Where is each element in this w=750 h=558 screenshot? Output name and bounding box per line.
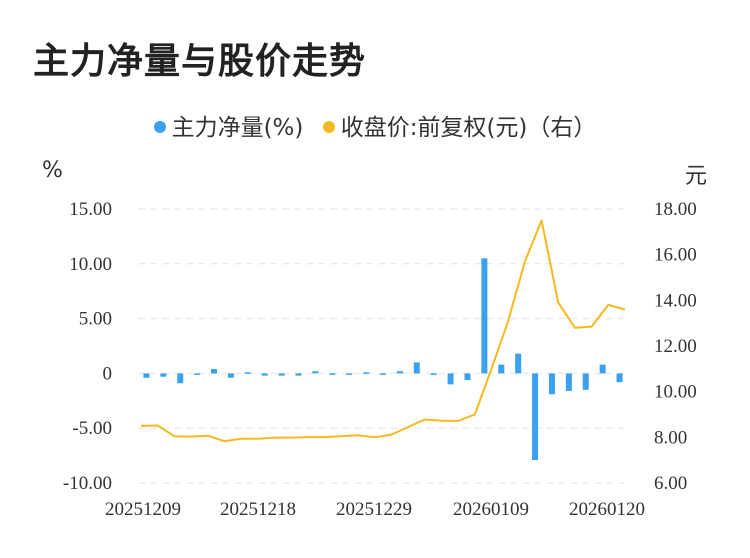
x-tick-label: 20260120 (569, 499, 645, 520)
left-axis-unit: % (42, 158, 63, 183)
net-volume-bar (244, 372, 251, 374)
chart-title: 主力净量与股价走势 (33, 41, 367, 82)
x-tick-label: 20251209 (105, 499, 181, 520)
net-volume-bar (599, 364, 606, 374)
net-volume-bar (447, 373, 454, 385)
net-volume-bar (498, 364, 505, 374)
net-volume-bar (143, 373, 150, 378)
price-line (140, 219, 626, 443)
y-right-tick-label: 18.00 (654, 199, 697, 220)
legend-item-price[interactable]: 收盘价:前复权(元)（右） (322, 108, 597, 142)
legend-net-marker (153, 120, 166, 133)
y-left-tick-label: 5.00 (79, 309, 112, 330)
net-volume-bar (160, 373, 167, 377)
net-volume-bar (329, 373, 336, 375)
net-volume-bar (464, 373, 471, 380)
y-right-tick-label: 6.00 (654, 473, 687, 494)
y-right-tick-label: 10.00 (654, 382, 697, 403)
net-volume-bar (363, 372, 370, 374)
net-volume-bar (312, 371, 319, 374)
y-left-tick-label: 15.00 (69, 199, 112, 220)
net-volume-bar (278, 373, 285, 376)
y-right-tick-label: 16.00 (654, 245, 697, 266)
x-tick-label: 20251218 (220, 499, 296, 520)
net-volume-bar (515, 353, 522, 374)
y-right-tick-label: 12.00 (654, 336, 697, 357)
net-volume-bar (481, 258, 488, 374)
net-volume-bar (413, 362, 420, 374)
x-tick-label: 20251229 (336, 499, 412, 520)
y-right-tick-label: 14.00 (654, 290, 697, 311)
net-volume-bar (430, 373, 437, 375)
legend-item-net[interactable]: 主力净量(%) (153, 108, 304, 142)
net-volume-bar (565, 373, 572, 391)
net-volume-bar (211, 369, 218, 374)
y-right-tick-label: 8.00 (654, 427, 687, 448)
right-axis-unit: 元 (685, 164, 708, 189)
net-volume-bar (194, 373, 201, 375)
y-left-tick-label: 10.00 (69, 254, 112, 275)
legend-price-label: 收盘价:前复权(元)（右） (340, 115, 597, 141)
y-left-tick-label: -10.00 (63, 473, 112, 494)
net-volume-bar (548, 373, 555, 395)
net-volume-bar (380, 373, 386, 375)
net-volume-bar (616, 373, 623, 383)
net-volume-bar (227, 373, 234, 378)
net-volume-bar (346, 373, 353, 375)
legend-price-marker (322, 120, 335, 133)
net-volume-bar (177, 373, 184, 384)
y-left-tick-label: -5.00 (72, 418, 112, 439)
legend-net-label: 主力净量(%) (171, 115, 304, 141)
y-left-tick-label: 0 (103, 363, 113, 384)
net-volume-bar (582, 373, 589, 390)
legend: 主力净量(%) 收盘价:前复权(元)（右） (0, 108, 750, 142)
net-volume-bar (295, 373, 302, 376)
net-volume-bar (261, 373, 268, 376)
net-volume-bar (532, 373, 539, 460)
x-tick-label: 20260109 (453, 499, 529, 520)
net-volume-bar (396, 371, 403, 374)
